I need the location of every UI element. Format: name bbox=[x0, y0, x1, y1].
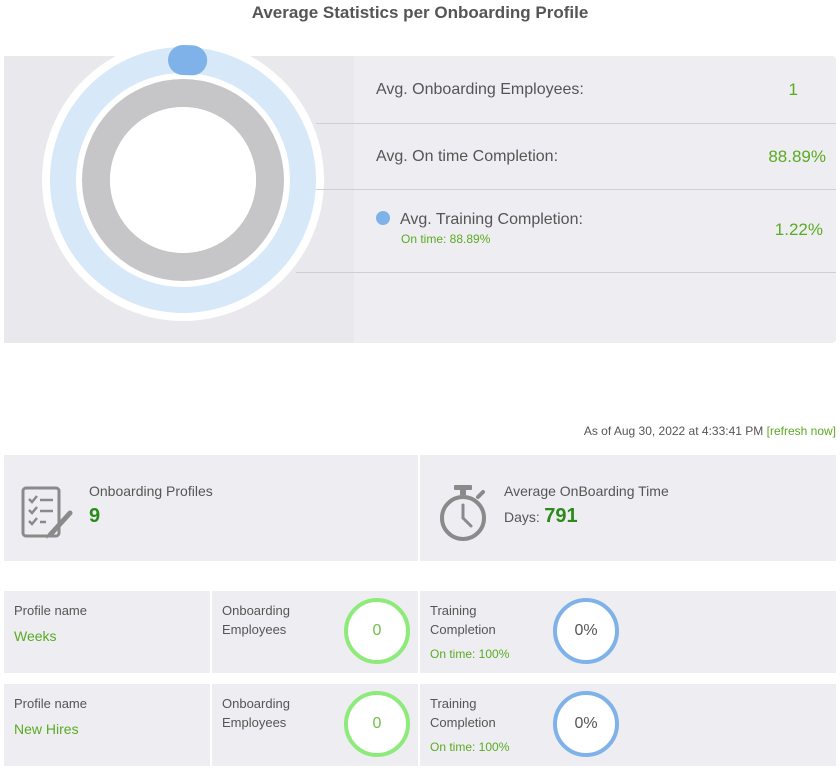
profile-employees-cell: Onboarding Employees 0 bbox=[212, 591, 418, 673]
profile-row: Profile name Weeks Onboarding Employees … bbox=[4, 591, 836, 673]
profiles-label: Onboarding Profiles bbox=[89, 483, 213, 499]
training-caption: Training Completion bbox=[430, 694, 496, 732]
profile-name[interactable]: New Hires bbox=[14, 721, 79, 737]
stat-divider bbox=[316, 123, 836, 124]
training-completion-circle: 0% bbox=[553, 691, 619, 757]
employees-caption-line-1: Onboarding bbox=[222, 603, 290, 618]
profile-employees-cell: Onboarding Employees 0 bbox=[212, 684, 418, 766]
training-on-time: On time: 100% bbox=[430, 740, 510, 754]
training-caption-line-1: Training bbox=[430, 603, 477, 618]
employees-caption-line-1: Onboarding bbox=[222, 696, 290, 711]
profile-name-caption: Profile name bbox=[14, 696, 87, 711]
training-caption-line-2: Completion bbox=[430, 622, 496, 637]
training-caption-line-1: Training bbox=[430, 696, 477, 711]
training-caption-line-2: Completion bbox=[430, 715, 496, 730]
stat-divider bbox=[316, 189, 836, 190]
profile-name[interactable]: Weeks bbox=[14, 628, 57, 644]
employees-caption: Onboarding Employees bbox=[222, 694, 290, 732]
profile-row: Profile name New Hires Onboarding Employ… bbox=[4, 684, 836, 766]
page-title: Average Statistics per Onboarding Profil… bbox=[251, 3, 589, 22]
summary-average-onboarding-time: Average OnBoarding Time Days: 791 bbox=[420, 455, 836, 561]
donut-center bbox=[110, 107, 256, 253]
employees-caption-line-2: Employees bbox=[222, 715, 287, 730]
avg-time-label: Average OnBoarding Time bbox=[504, 483, 669, 499]
profile-name-cell: Profile name New Hires bbox=[4, 684, 210, 766]
profile-training-cell: Training Completion On time: 100% 0% bbox=[420, 591, 836, 673]
days-label: Days: bbox=[504, 509, 540, 525]
stat-label: Avg. On time Completion: bbox=[376, 148, 559, 165]
donut-inner-ring bbox=[82, 79, 284, 281]
profile-training-cell: Training Completion On time: 100% 0% bbox=[420, 684, 836, 766]
stat-value: 1 bbox=[788, 80, 798, 99]
employees-caption-line-2: Employees bbox=[222, 622, 287, 637]
checklist-pen-icon bbox=[21, 486, 73, 539]
employees-caption: Onboarding Employees bbox=[222, 601, 290, 639]
refresh-now-link[interactable]: [refresh now] bbox=[766, 424, 836, 438]
training-caption: Training Completion bbox=[430, 601, 496, 639]
profiles-count: 9 bbox=[89, 505, 101, 527]
stat-training-value: 1.22% bbox=[774, 220, 823, 239]
stat-label: Avg. Onboarding Employees: bbox=[376, 81, 584, 98]
stat-training-completion: Avg. Training Completion: On time: 88.89… bbox=[376, 211, 583, 246]
stat-onboarding-employees: Avg. Onboarding Employees: 1 bbox=[376, 78, 826, 102]
employees-count-circle: 0 bbox=[344, 691, 410, 757]
stat-value: 88.89% bbox=[768, 147, 826, 166]
training-completion-circle: 0% bbox=[553, 598, 619, 664]
legend-dot bbox=[376, 211, 390, 225]
stopwatch-icon bbox=[440, 485, 486, 541]
stat-label: Avg. Training Completion: bbox=[400, 211, 583, 228]
donut-progress-arc bbox=[48, 45, 318, 315]
profile-name-caption: Profile name bbox=[14, 603, 87, 618]
employees-count-circle: 0 bbox=[344, 598, 410, 664]
stat-on-time-completion: Avg. On time Completion: 88.89% bbox=[376, 145, 826, 169]
stat-sub-on-time: On time: 88.89% bbox=[401, 232, 491, 246]
training-completion-donut bbox=[42, 39, 324, 321]
days-value: 791 bbox=[544, 505, 578, 527]
profile-name-cell: Profile name Weeks bbox=[4, 591, 210, 673]
as-of-text: As of Aug 30, 2022 at 4:33:41 PM bbox=[583, 424, 764, 438]
summary-onboarding-profiles: Onboarding Profiles 9 bbox=[4, 455, 418, 561]
avg-time-days: Days: 791 bbox=[504, 505, 578, 528]
training-on-time: On time: 100% bbox=[430, 647, 510, 661]
as-of-timestamp: As of Aug 30, 2022 at 4:33:41 PM [refres… bbox=[584, 424, 836, 438]
stat-divider bbox=[296, 272, 836, 273]
